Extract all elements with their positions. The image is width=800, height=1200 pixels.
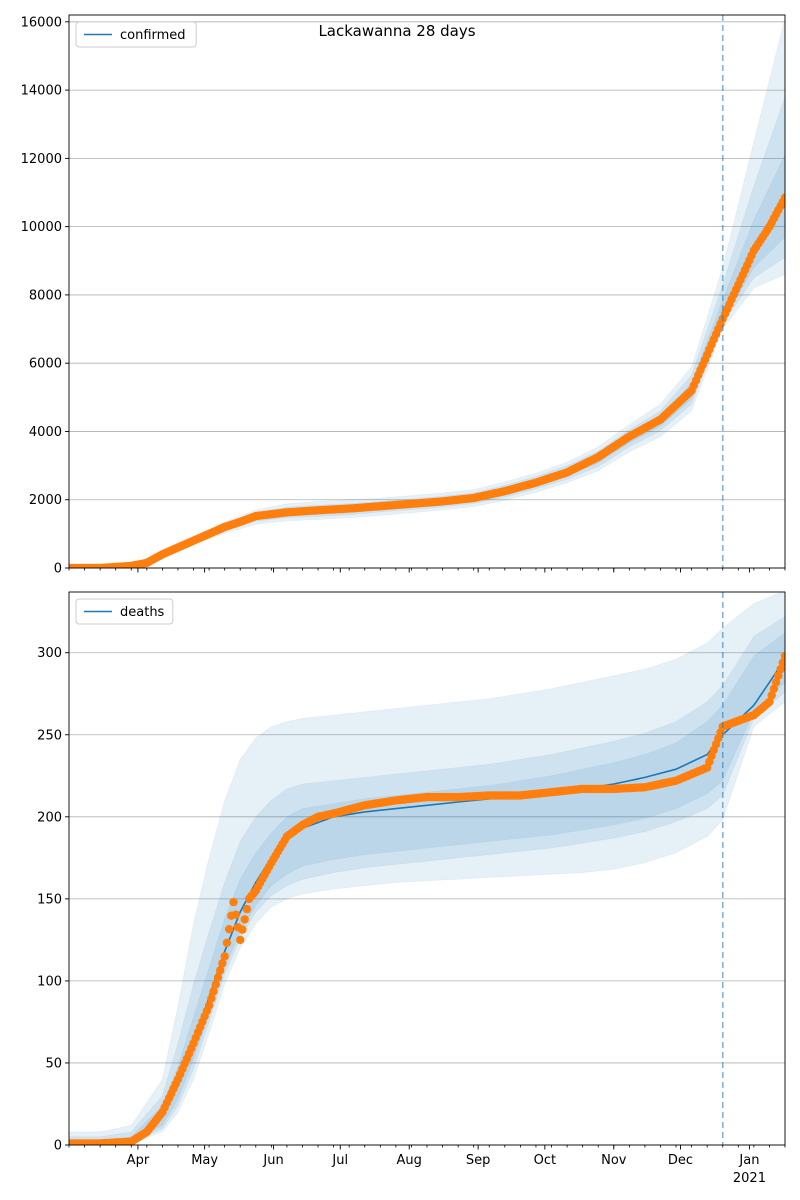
chart1-legend-label: confirmed [120,28,186,43]
chart2-observed-point [236,935,245,945]
chart2-observed-point [213,973,223,982]
chart1-legend-box [75,21,197,48]
chart2-observed-point [769,684,779,693]
chart1-ytick-label: 12000 [21,152,62,167]
chart2-observed-point [220,952,229,961]
chart2-observed-point [765,697,774,707]
chart1-band-1 [69,18,785,568]
chart2-observed-point [767,691,776,700]
chart2-band-1 [69,592,785,1145]
chart2-observed-point [222,938,232,947]
chart2-ytick-label: 300 [37,646,62,661]
chart2-observed-point [231,910,240,919]
chart1-ytick-label: 16000 [21,15,62,30]
chart2-legend: deaths [75,598,174,625]
chart1-ytick-label: 8000 [29,288,62,303]
chart1-title: Lackawanna 28 days [318,22,475,40]
chart1-ytick-label: 2000 [29,493,62,508]
chart2-xtick-label: Nov [601,1153,627,1168]
chart2-observed-point [780,651,785,661]
chart2-observed-point [229,897,238,907]
chart2-xtick-label: Aug [397,1153,422,1168]
chart2-plot-area [69,592,785,1145]
chart1-ytick-label: 10000 [21,220,62,235]
chart2-band-3 [69,632,785,1145]
chart2-xtick-label: Jun [262,1153,283,1168]
chart2-observed-point [209,987,218,996]
chart2-xtick-label: Jul [331,1153,348,1168]
chart1-ytick-label: 4000 [29,425,62,440]
chart2-ytick-label: 200 [37,810,62,825]
chart2-xtick-label: Apr [127,1153,150,1168]
chart2-ytick-label: 250 [37,728,62,743]
chart2-observed-point [240,915,249,924]
chart2-observed-point [774,671,783,680]
chart2-observed-point [207,994,216,1003]
chart2-observed-point [778,658,785,667]
chart2-legend-label: deaths [120,605,165,620]
chart2-observed-point [211,980,220,989]
chart2: 0 50 100 150 200 250 300 Apr May Jun Jul Aug Sep Oct N… [37,591,786,1186]
chart2-observed-point [218,959,227,968]
chart2-observed-points [69,651,785,1145]
chart2-xtick-label: May [191,1153,218,1168]
chart2-observed-point [238,925,247,934]
chart2-xtick-label: Dec [668,1153,693,1168]
chart1-ytick-label: 6000 [29,357,62,372]
chart2-observed-point [224,925,234,934]
chart2-legend-box [75,598,174,625]
chart1-observed-points [69,193,785,568]
chart2-ytick-label: 150 [37,892,62,907]
chart1-legend: confirmed [75,21,197,48]
chart2-xtick-label: Oct [534,1153,556,1168]
chart2-observed-point [204,1001,214,1010]
chart1-ytick-label: 14000 [21,84,62,99]
chart2-observed-point [216,966,225,975]
chart2-year-label: 2021 [733,1171,766,1186]
chart1-observed-point [780,193,785,202]
chart1: 0 2000 4000 6000 8000 10000 12000 14000 16000 Lac… [21,14,786,577]
chart2-ytick-label: 50 [45,1056,62,1071]
chart1-ytick-label: 0 [54,562,62,577]
chart1-plot-area [69,18,785,568]
chart2-ytick-label: 100 [37,974,62,989]
chart2-observed-point [776,664,785,674]
chart2-xtick-label: Jan [738,1153,759,1168]
chart2-observed-point [771,678,781,687]
chart1-axes-frame [68,14,786,569]
chart2-band-2 [69,616,785,1145]
chart2-ytick-label: 0 [54,1139,62,1154]
chart2-xtick-label: Sep [466,1153,491,1168]
chart2-observed-point [242,904,252,914]
